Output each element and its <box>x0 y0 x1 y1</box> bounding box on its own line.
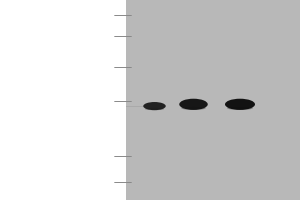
Text: 120kDa: 120kDa <box>82 178 111 187</box>
Ellipse shape <box>145 108 164 110</box>
Text: 25kDa: 25kDa <box>86 31 111 40</box>
Text: 90kDa: 90kDa <box>86 151 111 160</box>
Ellipse shape <box>227 107 253 110</box>
Text: 20kDa: 20kDa <box>86 11 111 20</box>
Text: 20kDa: 20kDa <box>86 11 111 20</box>
Text: 50kDa: 50kDa <box>86 96 111 105</box>
Text: 90kDa: 90kDa <box>86 151 111 160</box>
Ellipse shape <box>179 99 208 110</box>
Text: 120kDa: 120kDa <box>82 178 111 187</box>
Bar <box>126 0 300 200</box>
Ellipse shape <box>182 107 206 110</box>
Ellipse shape <box>225 99 255 110</box>
Text: 35kDa: 35kDa <box>86 63 111 72</box>
Bar <box>0 0 126 200</box>
Text: 25kDa: 25kDa <box>86 31 111 40</box>
Ellipse shape <box>143 102 166 110</box>
Text: 50kDa: 50kDa <box>86 96 111 105</box>
Text: 35kDa: 35kDa <box>86 63 111 72</box>
